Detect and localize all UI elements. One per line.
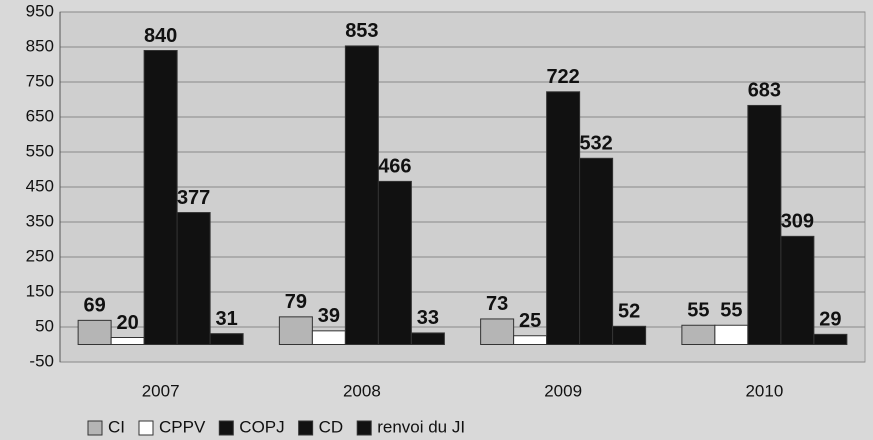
- data-label: 309: [781, 211, 814, 233]
- legend-swatch: [356, 420, 372, 436]
- bar: [813, 333, 848, 346]
- bar: [209, 333, 244, 345]
- bar: [579, 157, 614, 345]
- data-label: 532: [579, 133, 612, 155]
- bar: [311, 330, 346, 346]
- bar: [143, 50, 178, 345]
- data-label: 33: [417, 307, 439, 329]
- data-label: 853: [345, 20, 378, 42]
- data-label: 466: [378, 156, 411, 178]
- bar: [110, 337, 145, 345]
- legend-swatch: [218, 420, 234, 436]
- bar: [780, 235, 815, 346]
- data-label: 55: [720, 300, 742, 322]
- x-tick-label: 2007: [142, 381, 180, 400]
- data-label: 840: [144, 25, 177, 47]
- bar: [747, 104, 782, 345]
- legend-label: renvoi du JI: [377, 417, 465, 436]
- legend-label: CPPV: [159, 417, 206, 436]
- bar: [612, 325, 647, 345]
- data-label: 722: [546, 66, 579, 88]
- bar: [278, 316, 313, 346]
- data-label: 29: [819, 309, 841, 331]
- data-label: 25: [519, 310, 541, 332]
- bar: [176, 212, 211, 345]
- x-tick-label: 2008: [343, 381, 381, 400]
- y-tick-label: 950: [26, 1, 54, 20]
- x-tick-label: 2009: [544, 381, 582, 400]
- bar: [714, 324, 749, 345]
- bar: [377, 180, 412, 345]
- y-tick-label: 550: [26, 141, 54, 160]
- legend-swatch: [87, 420, 103, 436]
- bar: [681, 324, 716, 345]
- data-label: 55: [687, 300, 709, 322]
- data-label: 73: [486, 293, 508, 315]
- bar: [546, 91, 581, 345]
- legend-swatch: [138, 420, 154, 436]
- y-tick-label: -50: [29, 351, 54, 370]
- bar: [513, 335, 548, 345]
- y-tick-label: 450: [26, 176, 54, 195]
- data-label: 69: [84, 295, 106, 317]
- y-tick-label: 350: [26, 211, 54, 230]
- legend-label: CI: [108, 417, 125, 436]
- x-tick-label: 2010: [745, 381, 783, 400]
- legend-label: COPJ: [239, 417, 284, 436]
- legend-swatch: [298, 420, 314, 436]
- bar: [344, 45, 379, 345]
- data-label: 377: [177, 187, 210, 209]
- y-tick-label: 750: [26, 71, 54, 90]
- bar: [480, 318, 515, 346]
- data-label: 79: [285, 291, 307, 313]
- data-label: 31: [216, 308, 238, 330]
- y-tick-label: 250: [26, 246, 54, 265]
- y-tick-label: 850: [26, 36, 54, 55]
- data-label: 20: [117, 312, 139, 334]
- legend-label: CD: [319, 417, 344, 436]
- y-tick-label: 650: [26, 106, 54, 125]
- y-tick-label: 150: [26, 281, 54, 300]
- y-tick-label: 50: [35, 316, 54, 335]
- data-label: 683: [748, 80, 781, 102]
- bar: [410, 332, 445, 346]
- data-label: 39: [318, 305, 340, 327]
- data-label: 52: [618, 301, 640, 323]
- bar: [77, 319, 112, 346]
